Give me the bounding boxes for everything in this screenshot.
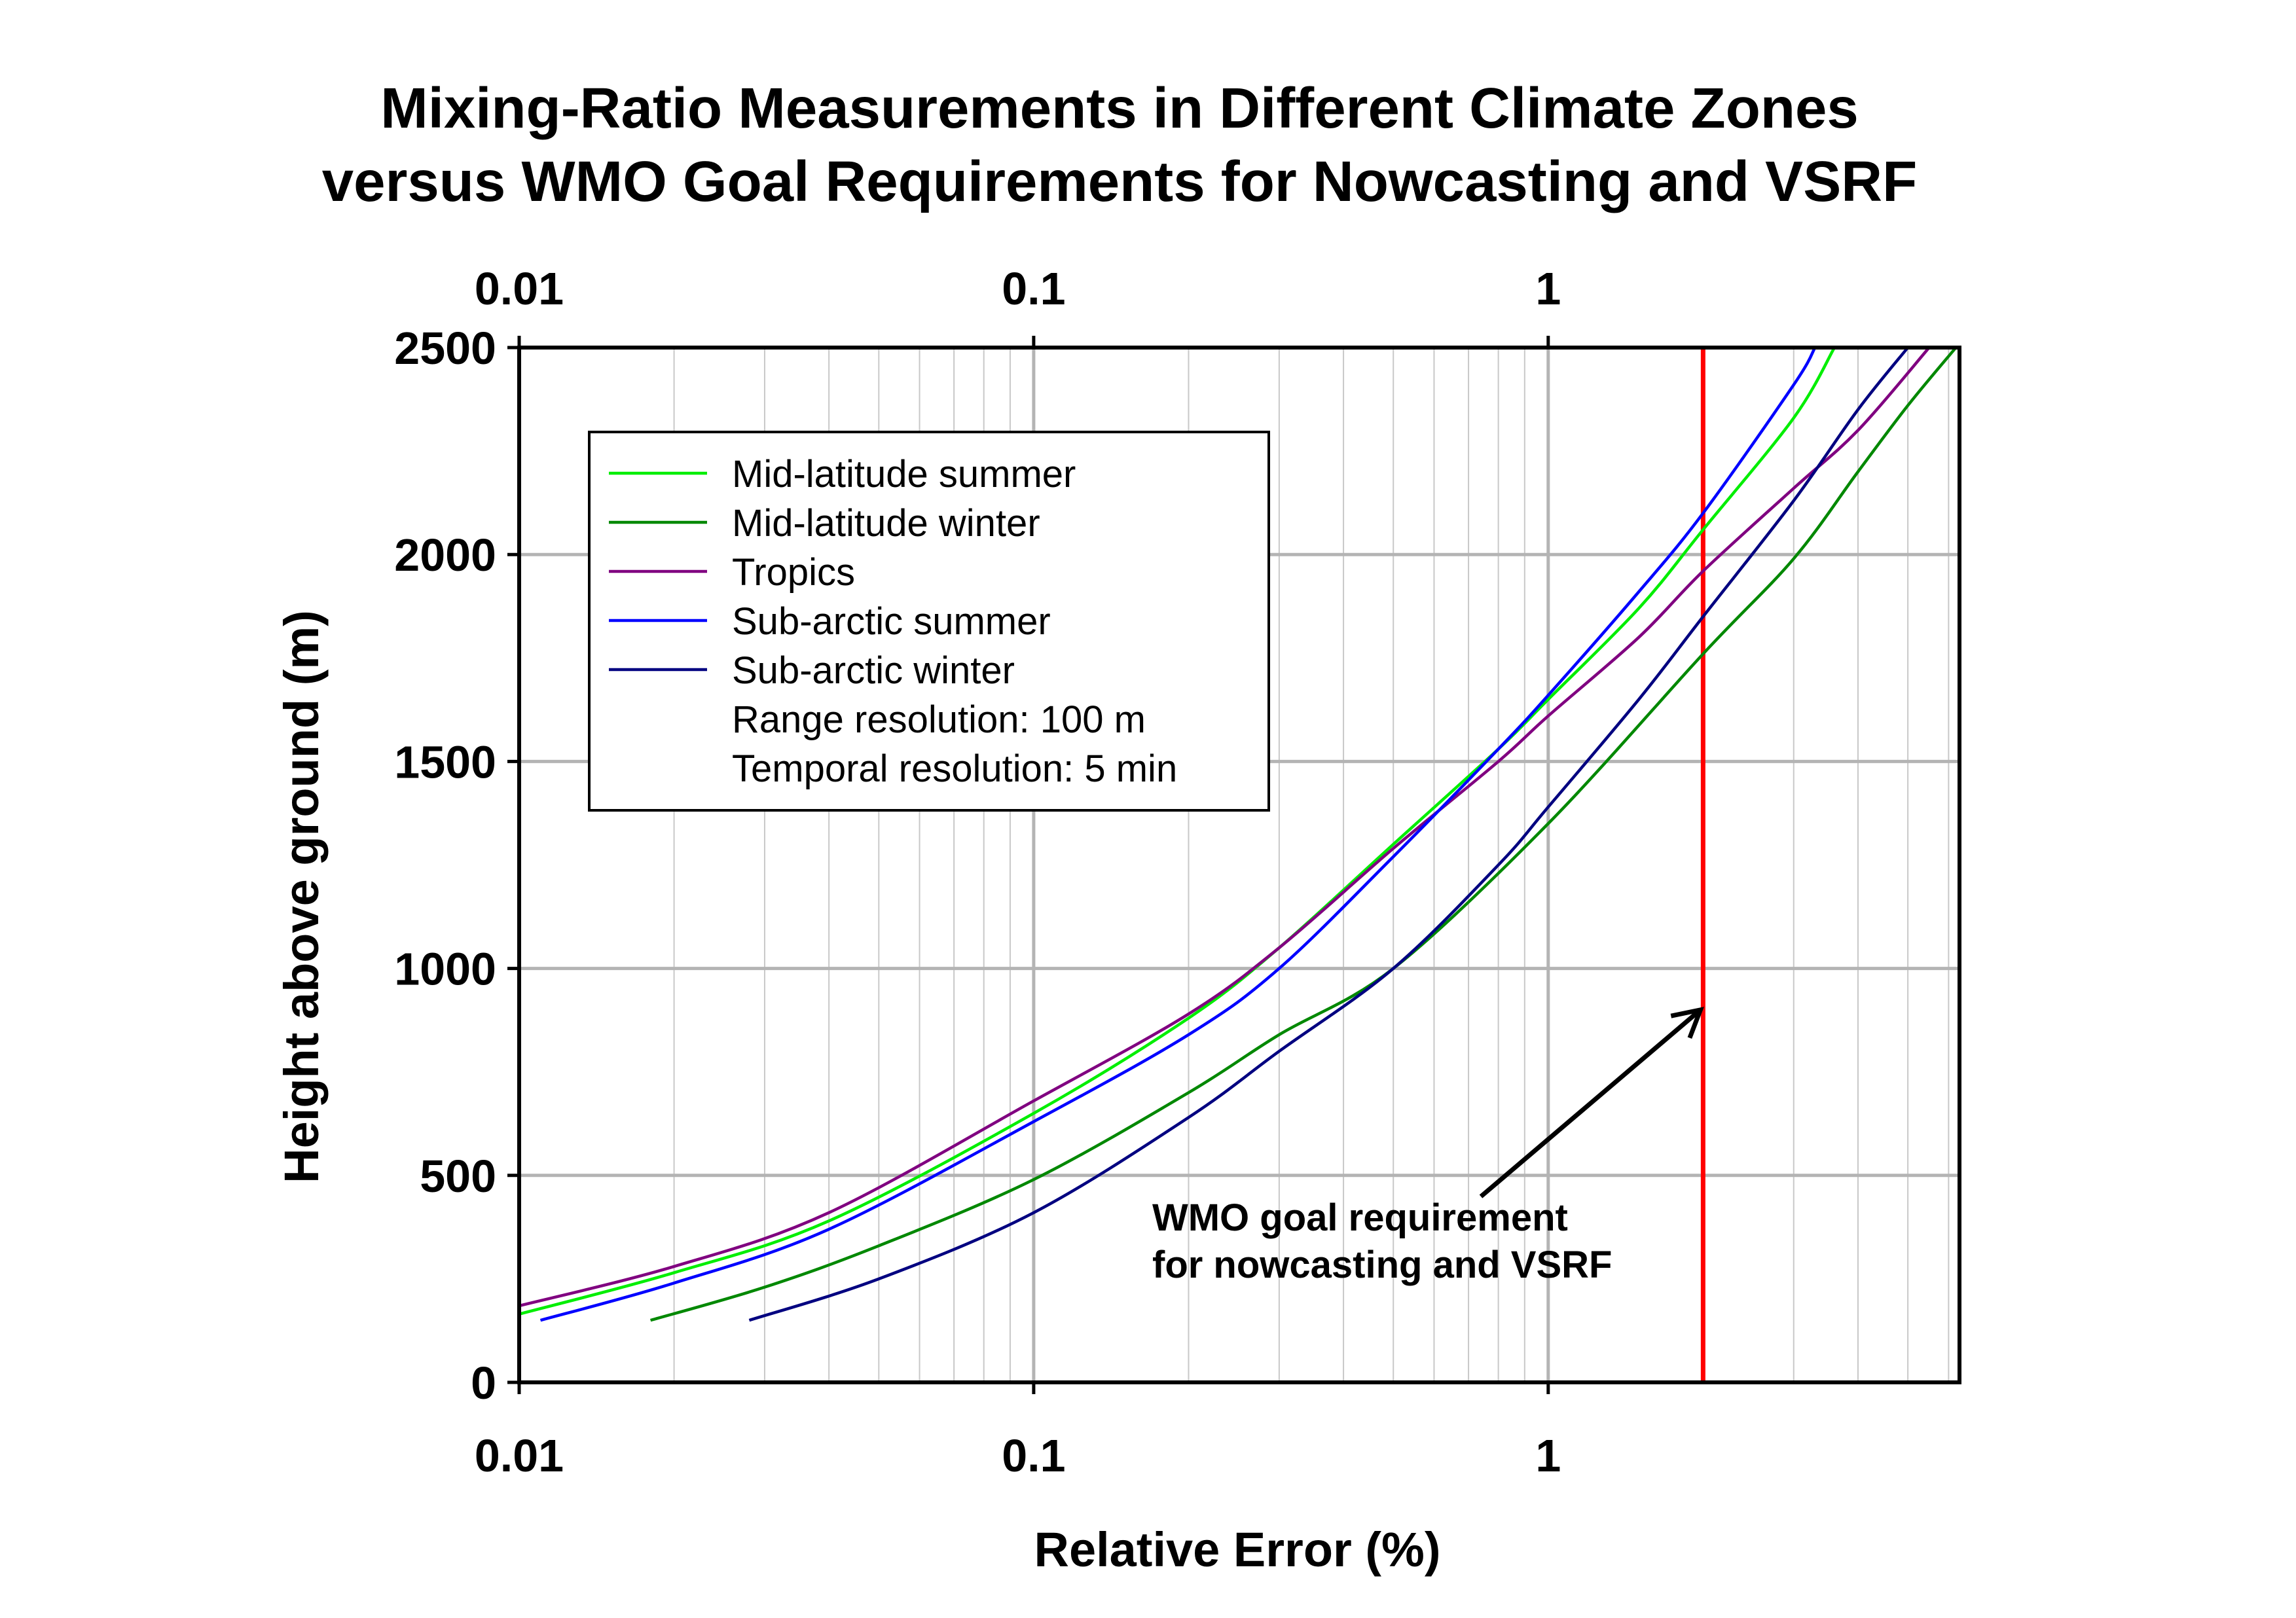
x-top-tick-label: 0.1 [1002, 263, 1065, 314]
x-tick-label: 0.1 [1002, 1430, 1065, 1481]
legend-label-4: Sub-arctic winter [732, 649, 1015, 692]
x-top-tick-label: 0.01 [475, 263, 564, 314]
series-line-2 [519, 346, 1931, 1308]
y-tick-label: 1000 [394, 944, 496, 995]
ticks: 0.01 0.01 0.1 0.1 1 1 0 500 1000 1500 2000 2500 [394, 263, 1561, 1481]
legend-label-2: Tropics [732, 551, 855, 594]
legend-label-1: Mid-latitude winter [732, 502, 1040, 545]
x-axis-label: Relative Error (%) [1034, 1522, 1441, 1577]
x-tick-label: 0.01 [475, 1430, 564, 1481]
plot-frame [517, 346, 1961, 1384]
series-line-4 [748, 346, 1909, 1322]
legend: Mid-latitude summer Mid-latitude winter Tr… [588, 431, 1270, 812]
chart-title-line-1: Mixing-Ratio Measurements in Different C… [380, 77, 1859, 140]
legend-note-1: Temporal resolution: 5 min [732, 747, 1177, 790]
y-tick-label: 500 [420, 1151, 496, 1202]
annotation: WMO goal requirement for nowcasting and V… [1152, 1007, 1704, 1286]
legend-label-0: Mid-latitude summer [732, 453, 1076, 495]
y-tick-label: 1500 [394, 736, 496, 787]
series-line-3 [539, 346, 1817, 1322]
y-tick-label: 0 [471, 1357, 496, 1409]
annotation-arrow-shaft [1479, 1008, 1702, 1198]
chart-title-line-2: versus WMO Goal Requirements for Nowcast… [322, 150, 1917, 213]
legend-label-3: Sub-arctic summer [732, 600, 1051, 643]
series-group [519, 346, 1958, 1322]
annotation-text-line-0: WMO goal requirement [1152, 1196, 1568, 1239]
x-top-tick-label: 1 [1535, 263, 1561, 314]
y-axis-label: Height above ground (m) [274, 610, 329, 1183]
annotation-text-line-1: for nowcasting and VSRF [1152, 1244, 1613, 1286]
x-tick-label: 1 [1535, 1430, 1561, 1481]
legend-note-0: Range resolution: 100 m [732, 698, 1146, 741]
annotation-arrow-head [1670, 1007, 1704, 1039]
y-tick-label: 2000 [394, 530, 496, 581]
y-tick-label: 2500 [394, 323, 496, 374]
